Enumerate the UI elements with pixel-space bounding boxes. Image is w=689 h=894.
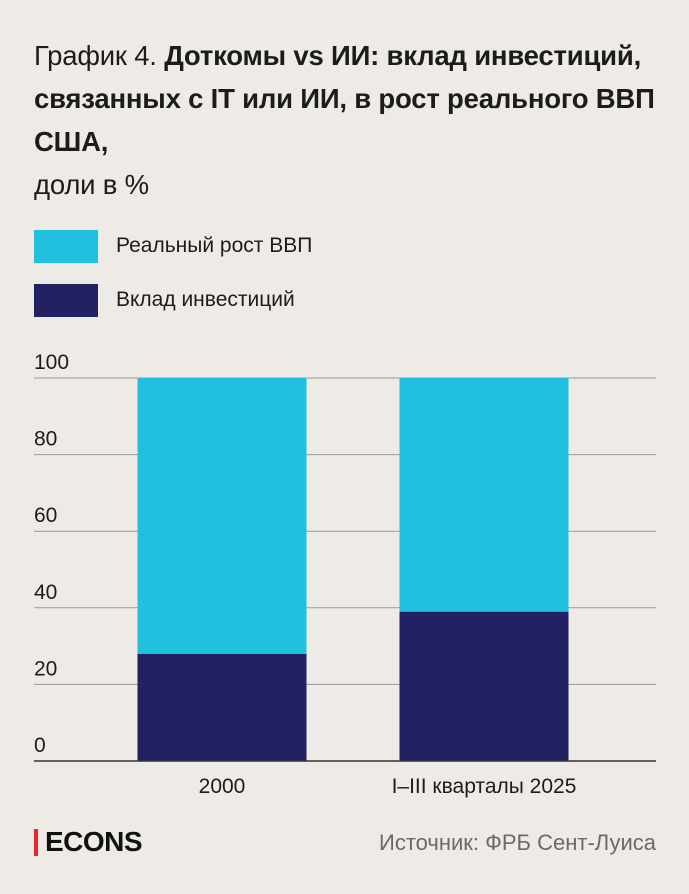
legend-label-investment: Вклад инвестиций [116,288,295,311]
bar-gdp-1 [399,378,569,612]
legend-item-gdp: Реальный рост ВВП [34,229,312,263]
title-unit: доли в % [34,169,149,200]
brand-accent-bar [34,829,38,856]
x-tick-label-1: I–III кварталы 2025 [392,775,577,798]
brand-logo: ECONS [45,826,143,857]
x-tick-label-0: 2000 [199,775,246,798]
legend-swatch-gdp [34,229,98,263]
y-tick-label-80: 80 [34,428,57,451]
bar-gdp-0 [137,378,307,654]
source-note: Источник: ФРБ Сент-Луиса [379,830,656,855]
title-main: Доткомы vs ИИ: вклад инвестиций, связанн… [34,40,655,157]
legend-label-gdp: Реальный рост ВВП [116,234,313,257]
y-tick-label-100: 100 [34,351,69,374]
y-tick-label-20: 20 [34,657,57,680]
bar-investment-1 [399,611,569,761]
bar-investment-0 [137,653,307,761]
legend-swatch-investment [34,283,98,317]
chart-title: График 4. Доткомы vs ИИ: вклад инвестици… [34,34,664,206]
title-lead: График 4. [34,40,157,71]
y-tick-label-40: 40 [34,581,57,604]
legend-item-investment: Вклад инвестиций [34,283,295,317]
y-tick-label-60: 60 [34,504,57,527]
y-tick-label-0: 0 [34,734,46,757]
